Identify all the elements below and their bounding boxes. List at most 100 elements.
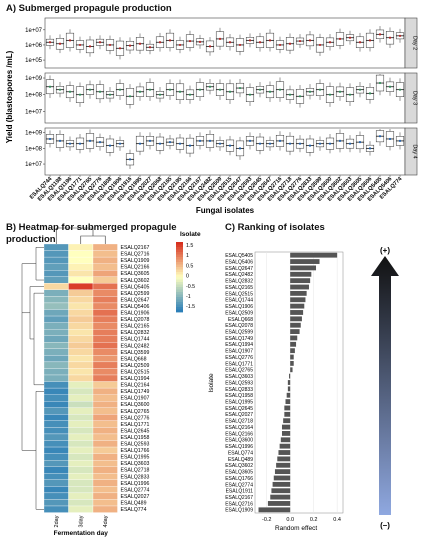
- heatmap-cell: [92, 505, 118, 513]
- heatmap-row-label: ESALQ1744: [121, 337, 150, 343]
- box-mean-dot: [138, 90, 142, 93]
- heatmap-cell: [43, 473, 69, 480]
- ranking-y-tick-label: ESALQ2167: [225, 495, 253, 501]
- y-tick-label: 1e+07: [25, 109, 43, 115]
- heatmap-cell: [43, 453, 69, 461]
- box-mean-dot: [288, 93, 292, 96]
- box-mean-dot: [308, 144, 312, 147]
- heatmap-cell: [92, 296, 118, 304]
- ranking-bar: [290, 316, 302, 322]
- heatmap-cell: [92, 479, 118, 487]
- heatmap-row-label: ESALQ3602: [121, 278, 150, 284]
- heatmap-cell: [92, 335, 118, 343]
- heatmap-row-label: ESALQ2078: [121, 317, 150, 323]
- heatmap-cell: [43, 433, 69, 441]
- ranking-bar: [285, 399, 291, 405]
- heatmap-cell: [43, 355, 69, 363]
- y-tick-label: 1e+09: [25, 131, 43, 137]
- heatmap-cell: [43, 361, 69, 369]
- box-mean-dot: [318, 88, 322, 91]
- box-mean-dot: [168, 88, 172, 91]
- heatmap-cell: [68, 459, 94, 467]
- box-mean-dot: [78, 43, 82, 47]
- dendrogram-branch: [29, 286, 44, 340]
- heatmap-row-label: ESALQ1996: [121, 481, 150, 487]
- heatmap-row-label: ESALQ2515: [121, 369, 150, 375]
- heatmap-cell: [43, 335, 69, 343]
- heatmap-cell: [92, 309, 118, 317]
- heatmap-cell: [68, 453, 94, 461]
- ranking-bar: [290, 335, 298, 341]
- legend-tick-label: -1: [186, 294, 191, 300]
- legend-swatch: [176, 284, 183, 288]
- heatmap-cell: [92, 473, 118, 480]
- ranking-bar: [272, 481, 291, 487]
- heatmap-cell: [92, 420, 118, 428]
- box-mean-dot: [118, 47, 122, 50]
- ranking-bar: [284, 405, 291, 411]
- heatmap-col-label: 3day: [79, 515, 85, 527]
- legend-swatch: [176, 307, 183, 310]
- heatmap-cell: [92, 446, 118, 454]
- heatmap-cell: [43, 440, 69, 448]
- ranking-gradient-arrow: [371, 256, 399, 515]
- box-mean-dot: [158, 41, 162, 44]
- ranking-y-tick-label: ESALQ1995: [225, 400, 253, 406]
- ranking-y-tick-label: ESALQ2776: [225, 355, 253, 361]
- box-mean-dot: [348, 142, 352, 145]
- ranking-y-tick-label: ESALQ1749: [225, 336, 253, 342]
- heatmap-cell: [43, 505, 69, 513]
- heatmap-cell: [92, 315, 118, 323]
- ranking-y-tick-label: ESALQ774: [228, 450, 253, 456]
- ranking-bar: [278, 450, 291, 455]
- ranking-bar: [274, 469, 291, 475]
- ranking-y-tick-label: ESALQ668: [228, 317, 253, 323]
- box-mean-dot: [98, 90, 102, 93]
- ranking-bar: [290, 348, 295, 354]
- ranking-bar: [290, 290, 307, 296]
- box-mean-dot: [98, 141, 102, 144]
- box-mean-dot: [328, 142, 332, 145]
- ranking-y-tick-label: ESALQ1766: [225, 476, 253, 482]
- heatmap-cell: [43, 263, 69, 271]
- heatmap-row-label: ESALQ5405: [121, 284, 150, 290]
- legend-tick-label: 1.5: [186, 243, 193, 249]
- box-mean-dot: [148, 88, 152, 91]
- box-mean-dot: [118, 142, 122, 145]
- box-mean-dot: [58, 42, 62, 45]
- heatmap-row-label: ESALQ3599: [121, 350, 150, 356]
- ranking-y-tick-label: ESALQ2166: [225, 431, 253, 437]
- box-mean-dot: [68, 142, 72, 145]
- ranking-bar: [290, 284, 309, 290]
- box-mean-dot: [278, 88, 282, 91]
- heatmap-cell: [43, 479, 69, 487]
- heatmap-cell: [43, 499, 69, 507]
- ranking-bar: [267, 501, 291, 506]
- box-mean-dot: [168, 141, 172, 144]
- dendrogram-branch: [21, 263, 36, 451]
- box-mean-dot: [188, 39, 192, 43]
- legend-swatch: [176, 242, 183, 245]
- heatmap-row-label: ESALQ3600: [121, 402, 150, 408]
- box-mean-dot: [308, 90, 312, 93]
- heatmap-cell: [68, 296, 94, 304]
- box-mean-dot: [348, 93, 352, 96]
- ranking-bar: [273, 475, 291, 481]
- legend-swatch: [176, 302, 183, 305]
- heatmap-cell: [68, 499, 94, 507]
- legend-tick-label: -1.5: [186, 304, 195, 310]
- box-mean-dot: [128, 95, 132, 98]
- heatmap-xlabel: Fermentation day: [54, 530, 109, 537]
- heatmap-cell: [68, 374, 94, 382]
- ranking-y-tick-label: ESALQ1994: [225, 342, 253, 348]
- heatmap-cell: [68, 407, 94, 415]
- ranking-bar: [290, 265, 317, 271]
- box-mean-dot: [358, 141, 362, 144]
- box-mean-dot: [218, 37, 222, 41]
- box-mean-dot: [368, 147, 372, 150]
- panel-b-title-line2: production: [6, 234, 56, 245]
- box-mean-dot: [78, 93, 82, 96]
- heatmap-row-label: ESALQ1994: [121, 376, 150, 382]
- panel-a-title: A) Submerged propagule production: [6, 3, 172, 14]
- heatmap-row-label: ESALQ3605: [121, 271, 150, 277]
